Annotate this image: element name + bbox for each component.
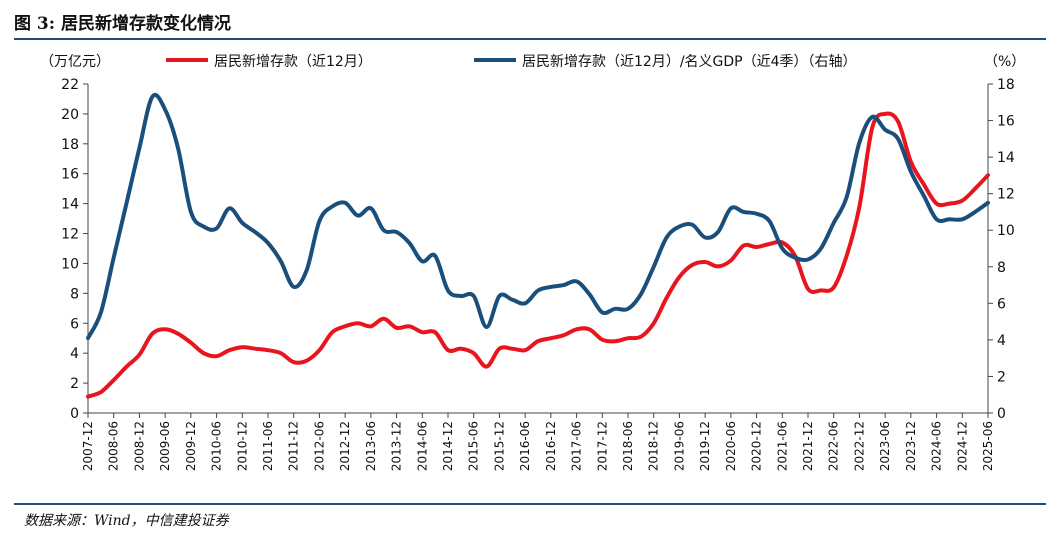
y-tick-left-label: 20 bbox=[61, 107, 79, 123]
y-tick-left-label: 14 bbox=[61, 197, 79, 213]
x-tick-label: 2016-12 bbox=[544, 421, 558, 471]
y-axis-left-unit: （万亿元） bbox=[40, 54, 110, 70]
figure-title: 图 3: 居民新增存款变化情况 bbox=[14, 14, 231, 34]
x-tick-label: 2024-06 bbox=[930, 421, 944, 471]
x-tick-label: 2020-06 bbox=[724, 421, 738, 471]
y-tick-left-label: 8 bbox=[70, 286, 79, 302]
y-tick-right-label: 10 bbox=[997, 223, 1015, 239]
y-tick-right-label: 0 bbox=[997, 406, 1006, 422]
x-tick-label: 2010-06 bbox=[210, 421, 224, 471]
y-tick-right-label: 6 bbox=[997, 296, 1006, 312]
x-tick-label: 2014-06 bbox=[415, 421, 429, 471]
x-tick-label: 2007-12 bbox=[81, 421, 95, 471]
x-tick-label: 2017-06 bbox=[570, 421, 584, 471]
source-note: 数据来源：Wind，中信建投证券 bbox=[24, 513, 229, 529]
series-line-1 bbox=[86, 111, 990, 399]
x-tick-label: 2022-06 bbox=[827, 421, 841, 471]
x-tick-label: 2014-12 bbox=[441, 421, 455, 471]
y-tick-right-label: 16 bbox=[997, 114, 1015, 130]
legend: 居民新增存款（近12月） 居民新增存款（近12月）/名义GDP（近4季）（右轴） bbox=[166, 54, 857, 70]
series-lines bbox=[86, 92, 990, 399]
y-tick-left-label: 12 bbox=[61, 227, 79, 243]
x-tick-label: 2012-12 bbox=[338, 421, 352, 471]
x-tick-label: 2015-06 bbox=[467, 421, 481, 471]
y-tick-right-label: 4 bbox=[997, 333, 1006, 349]
y-tick-left-label: 0 bbox=[70, 406, 79, 422]
x-tick-label: 2020-12 bbox=[750, 421, 764, 471]
y-tick-right-label: 18 bbox=[997, 77, 1015, 93]
x-tick-label: 2009-12 bbox=[184, 421, 198, 471]
y-tick-right-label: 12 bbox=[997, 187, 1015, 203]
y-tick-left-label: 4 bbox=[70, 346, 79, 362]
x-tick-label: 2023-12 bbox=[904, 421, 918, 471]
x-tick-label: 2013-12 bbox=[390, 421, 404, 471]
x-tick-label: 2008-06 bbox=[107, 421, 121, 471]
x-tick-label: 2012-06 bbox=[312, 421, 326, 471]
y-tick-right-label: 2 bbox=[997, 369, 1006, 385]
x-tick-label: 2025-06 bbox=[981, 421, 995, 471]
x-tick-label: 2017-12 bbox=[595, 421, 609, 471]
x-tick-label: 2019-06 bbox=[672, 421, 686, 471]
x-tick-label: 2021-12 bbox=[801, 421, 815, 471]
y-tick-left-label: 6 bbox=[70, 316, 79, 332]
y-tick-right-label: 8 bbox=[997, 260, 1006, 276]
x-tick-label: 2011-12 bbox=[287, 421, 301, 471]
y-tick-left-label: 18 bbox=[61, 137, 79, 153]
y-tick-left-label: 22 bbox=[61, 77, 79, 93]
x-tick-label: 2015-12 bbox=[492, 421, 506, 471]
y-axis-right-unit: （%） bbox=[984, 54, 1025, 70]
legend-label-series-2: 居民新增存款（近12月）/名义GDP（近4季）（右轴） bbox=[522, 54, 857, 70]
axes: 0 2 4 6 8 10 12 14 16 18 20 22 0 2 4 6 8 10 12 14 16 18 2007-1… bbox=[61, 77, 1015, 471]
x-tick-label: 2011-06 bbox=[261, 421, 275, 471]
x-tick-label: 2009-06 bbox=[158, 421, 172, 471]
y-tick-left-label: 2 bbox=[70, 376, 79, 392]
x-tick-label: 2008-12 bbox=[132, 421, 146, 471]
x-tick-label: 2022-12 bbox=[852, 421, 866, 471]
x-tick-label: 2024-12 bbox=[955, 421, 969, 471]
y-tick-right-label: 14 bbox=[997, 150, 1015, 166]
x-tick-label: 2016-06 bbox=[518, 421, 532, 471]
x-tick-label: 2013-06 bbox=[364, 421, 378, 471]
y-tick-left-label: 16 bbox=[61, 167, 79, 183]
x-tick-label: 2018-12 bbox=[647, 421, 661, 471]
x-tick-label: 2023-06 bbox=[878, 421, 892, 471]
x-tick-label: 2018-06 bbox=[621, 421, 635, 471]
x-tick-label: 2021-06 bbox=[775, 421, 789, 471]
x-tick-label: 2019-12 bbox=[698, 421, 712, 471]
x-tick-label: 2010-12 bbox=[235, 421, 249, 471]
bottom-rule bbox=[14, 503, 1046, 505]
series-line-2 bbox=[86, 92, 990, 341]
top-rule bbox=[14, 38, 1046, 40]
legend-label-series-1: 居民新增存款（近12月） bbox=[214, 54, 372, 70]
y-tick-left-label: 10 bbox=[61, 256, 79, 272]
